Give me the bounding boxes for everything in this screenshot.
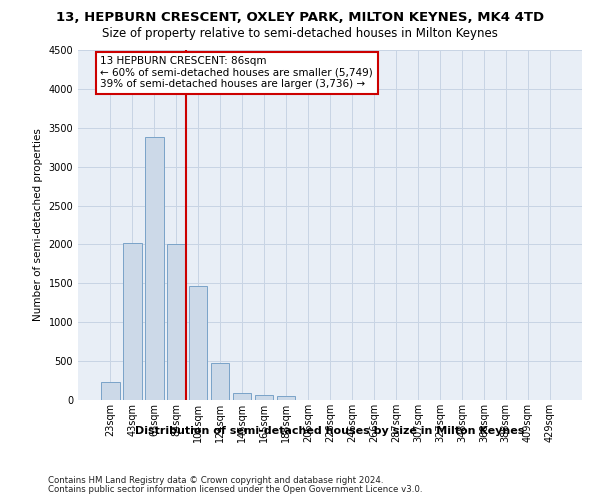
Text: Contains public sector information licensed under the Open Government Licence v3: Contains public sector information licen… <box>48 484 422 494</box>
Bar <box>233 393 251 400</box>
Bar <box>189 286 208 400</box>
Text: 13, HEPBURN CRESCENT, OXLEY PARK, MILTON KEYNES, MK4 4TD: 13, HEPBURN CRESCENT, OXLEY PARK, MILTON… <box>56 11 544 24</box>
Text: Distribution of semi-detached houses by size in Milton Keynes: Distribution of semi-detached houses by … <box>136 426 524 436</box>
Bar <box>101 382 119 400</box>
Text: Contains HM Land Registry data © Crown copyright and database right 2024.: Contains HM Land Registry data © Crown c… <box>48 476 383 485</box>
Bar <box>211 364 229 400</box>
Bar <box>167 244 185 400</box>
Bar <box>123 243 142 400</box>
Y-axis label: Number of semi-detached properties: Number of semi-detached properties <box>33 128 43 322</box>
Bar <box>145 137 164 400</box>
Bar <box>277 396 295 400</box>
Text: Size of property relative to semi-detached houses in Milton Keynes: Size of property relative to semi-detach… <box>102 28 498 40</box>
Text: 13 HEPBURN CRESCENT: 86sqm
← 60% of semi-detached houses are smaller (5,749)
39%: 13 HEPBURN CRESCENT: 86sqm ← 60% of semi… <box>100 56 373 90</box>
Bar <box>255 396 274 400</box>
